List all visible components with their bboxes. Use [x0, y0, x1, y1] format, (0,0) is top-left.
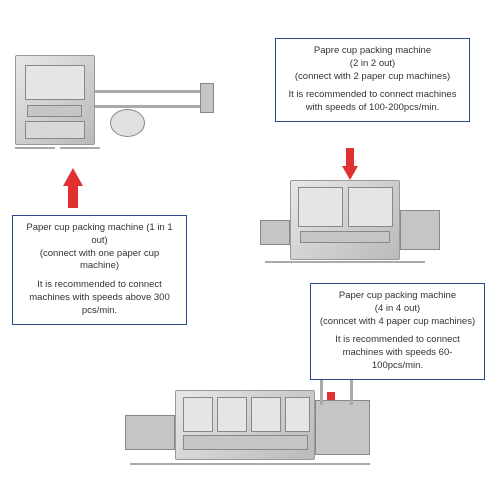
box3-subtitle: (conncet with 4 paper cup machines)	[319, 316, 476, 329]
box2-config: (2 in 2 out)	[284, 58, 461, 71]
label-box-3: Paper cup packing machine (4 in 4 out) (…	[310, 283, 485, 380]
box2-note: It is recommended to connect machines wi…	[284, 89, 461, 115]
label-box-1: Paper cup packing machine (1 in 1 out) (…	[12, 215, 187, 325]
box1-subtitle: (connect with one paper cup machine)	[21, 248, 178, 274]
box3-config: (4 in 4 out)	[319, 303, 476, 316]
box2-title: Papre cup packing machine	[284, 45, 461, 58]
machine-illustration-3	[115, 375, 380, 485]
box1-note: It is recommended to connect machines wi…	[21, 279, 178, 317]
machine-illustration-1	[15, 55, 225, 165]
machine-illustration-2	[260, 175, 450, 280]
box1-title: Paper cup packing machine (1 in 1 out)	[21, 222, 178, 248]
label-box-2: Papre cup packing machine (2 in 2 out) (…	[275, 38, 470, 122]
box2-subtitle: (connect with 2 paper cup machines)	[284, 71, 461, 84]
arrow-1	[63, 168, 83, 208]
box3-note: It is recommended to connect machines wi…	[319, 334, 476, 372]
box3-title: Paper cup packing machine	[319, 290, 476, 303]
